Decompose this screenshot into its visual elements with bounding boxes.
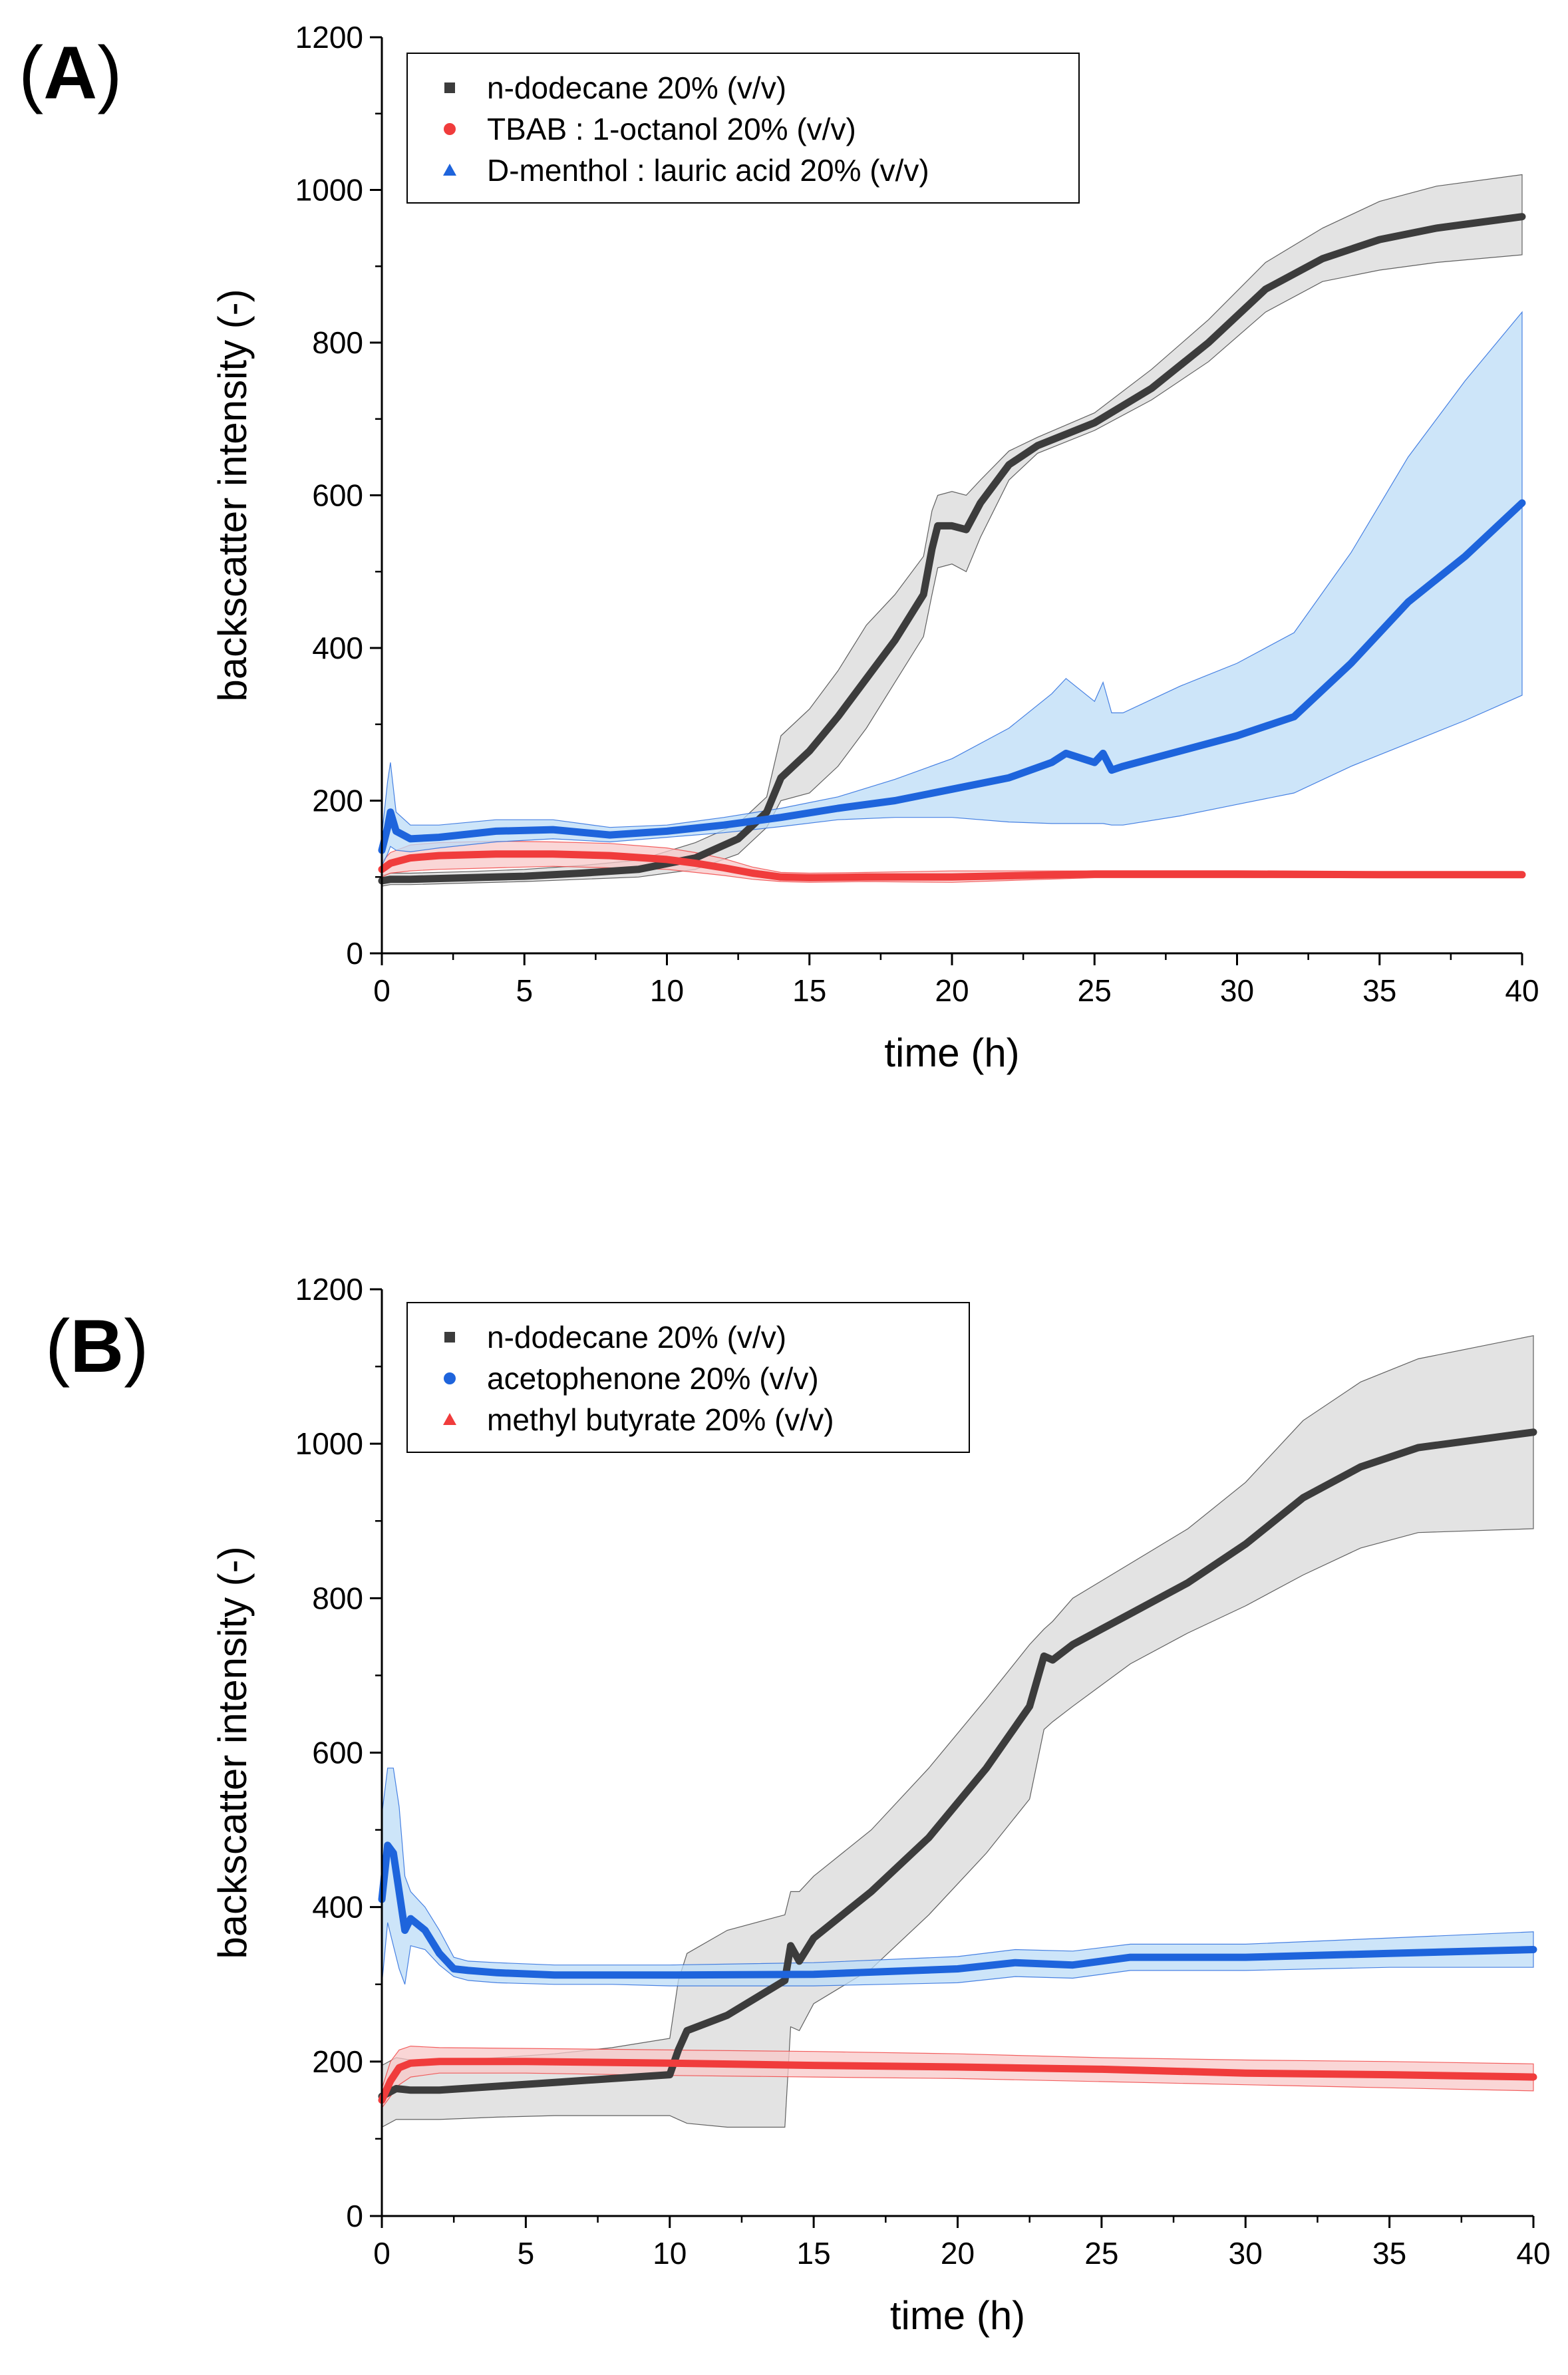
legend-marker-3 <box>443 1413 456 1425</box>
x-tick-label: 35 <box>1362 973 1396 1008</box>
legend-label-3: D-menthol : lauric acid 20% (v/v) <box>487 153 929 188</box>
panel-label: (A) <box>19 31 122 114</box>
legend-box <box>406 1302 970 1453</box>
x-tick-label: 10 <box>650 973 684 1008</box>
legend: n-dodecane 20% (v/v) acetophenone 20% (v/… <box>406 1302 970 1453</box>
series-line-1 <box>378 1428 1537 2100</box>
y-tick-label: 0 <box>346 2199 363 2233</box>
y-tick-label: 0 <box>346 936 363 971</box>
y-tick-label: 200 <box>312 2044 363 2079</box>
legend-label-1: n-dodecane 20% (v/v) <box>487 71 786 105</box>
legend-label-1: n-dodecane 20% (v/v) <box>487 1320 786 1354</box>
y-tick-label: 1000 <box>295 1426 363 1461</box>
y-tick-label: 1000 <box>295 173 363 208</box>
y-tick-label: 600 <box>312 1736 363 1770</box>
error-band-1 <box>381 1335 1534 2128</box>
x-tick-label: 25 <box>1084 2236 1118 2271</box>
x-tick-label: 40 <box>1505 973 1539 1008</box>
series-line-2 <box>378 850 1526 881</box>
y-tick-label: 800 <box>312 325 363 360</box>
x-tick-label: 40 <box>1516 2236 1550 2271</box>
x-tick-label: 20 <box>935 973 969 1008</box>
y-tick-label: 200 <box>312 784 363 818</box>
y-axis-title: backscatter intensity (-) <box>210 289 255 701</box>
legend-marker-1 <box>444 1332 455 1343</box>
legend: n-dodecane 20% (v/v) TBAB : 1-octanol 20%… <box>406 53 1080 204</box>
x-tick-label: 20 <box>941 2236 975 2271</box>
legend-marker-3 <box>443 164 456 176</box>
legend-label-2: TBAB : 1-octanol 20% (v/v) <box>487 112 856 146</box>
panel-label: (B) <box>45 1305 148 1388</box>
y-tick-label: 400 <box>312 1890 363 1925</box>
x-tick-label: 5 <box>516 973 533 1008</box>
y-tick-label: 400 <box>312 631 363 665</box>
x-axis-title: time (h) <box>884 1030 1019 1075</box>
series-line-1 <box>378 213 1526 885</box>
legend-box <box>406 53 1080 204</box>
x-tick-label: 25 <box>1078 973 1112 1008</box>
x-tick-label: 15 <box>797 2236 831 2271</box>
legend-marker-2 <box>444 123 456 135</box>
error-band-3 <box>381 311 1523 866</box>
y-tick-label: 600 <box>312 478 363 513</box>
x-tick-label: 0 <box>373 2236 391 2271</box>
chart-panel-b: (B)0 5 10 15 20 25 30 35 40020040060080010001200… <box>45 1272 1551 2338</box>
x-tick-label: 10 <box>653 2236 687 2271</box>
y-tick-label: 1200 <box>295 20 363 55</box>
x-tick-label: 0 <box>373 973 391 1008</box>
x-tick-label: 15 <box>792 973 826 1008</box>
x-tick-label: 5 <box>518 2236 535 2271</box>
legend-marker-1 <box>444 82 455 93</box>
x-tick-label: 30 <box>1220 973 1254 1008</box>
y-axis-title: backscatter intensity (-) <box>210 1546 255 1959</box>
y-tick-label: 1200 <box>295 1272 363 1307</box>
series-line-2 <box>378 1841 1537 1979</box>
x-tick-label: 35 <box>1372 2236 1406 2271</box>
legend-label-3: methyl butyrate 20% (v/v) <box>487 1402 834 1437</box>
x-axis-title: time (h) <box>890 2293 1025 2338</box>
chart-panel-a: (A)0 5 10 15 20 25 30 35 40020040060080010001200… <box>19 20 1539 1075</box>
legend-label-2: acetophenone 20% (v/v) <box>487 1361 819 1396</box>
series-line-3 <box>378 2058 1537 2104</box>
y-tick-label: 800 <box>312 1581 363 1615</box>
x-tick-label: 30 <box>1229 2236 1263 2271</box>
error-band-2 <box>381 1768 1534 1986</box>
legend-marker-2 <box>444 1372 456 1384</box>
series-line-3 <box>378 499 1526 854</box>
